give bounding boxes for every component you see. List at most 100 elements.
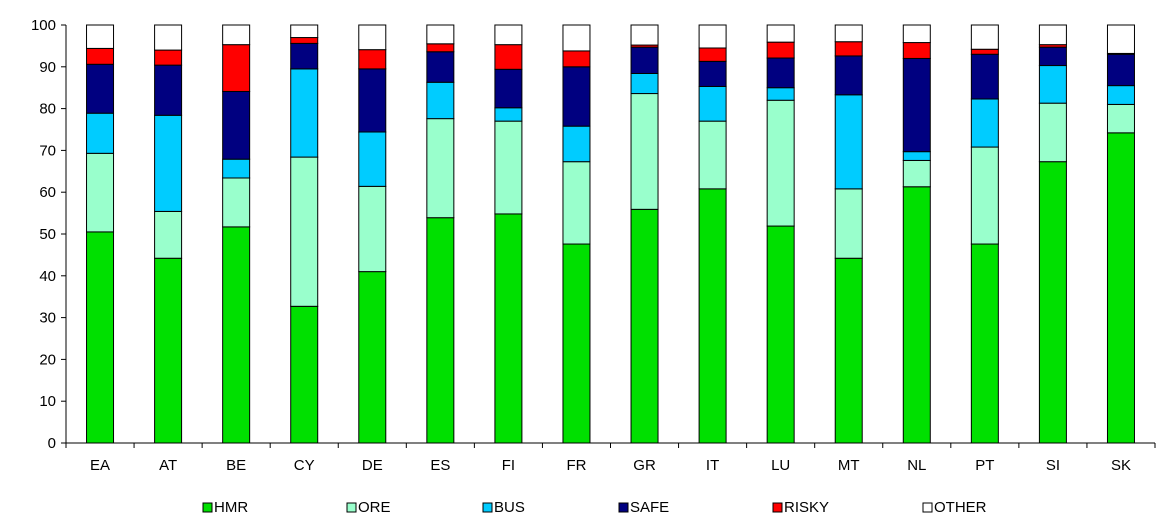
x-tick-label: ES bbox=[430, 457, 450, 474]
x-tick-label: LU bbox=[771, 457, 790, 474]
bar-segment-bus-nl bbox=[902, 151, 931, 161]
bar-segment-risky-de bbox=[358, 49, 387, 70]
bar-segment-ore-cy bbox=[290, 156, 319, 307]
bar-segment-ore-be bbox=[222, 177, 251, 228]
bar-segment-risky-at bbox=[154, 49, 183, 66]
x-tick-label: GR bbox=[633, 457, 656, 474]
x-tick-label: NL bbox=[907, 457, 926, 474]
legend-swatch-bus bbox=[482, 502, 493, 513]
y-tick-label: 20 bbox=[39, 351, 56, 368]
bar-segment-hmr-fi bbox=[494, 213, 523, 444]
legend-label-other: OTHER bbox=[934, 499, 987, 516]
bar-segment-safe-cy bbox=[290, 42, 319, 70]
bar-segment-hmr-pt bbox=[970, 243, 999, 444]
bar-segment-hmr-ea bbox=[86, 231, 115, 444]
bar-segment-safe-mt bbox=[834, 55, 863, 96]
bar-segment-risky-ea bbox=[86, 47, 115, 65]
x-tick-label: SK bbox=[1111, 457, 1131, 474]
bar-segment-bus-fi bbox=[494, 107, 523, 122]
bar-segment-bus-mt bbox=[834, 94, 863, 190]
bar-segment-other-de bbox=[358, 24, 387, 51]
bar-segment-safe-fr bbox=[562, 66, 591, 127]
y-tick-label: 10 bbox=[39, 393, 56, 410]
bar-segment-safe-pt bbox=[970, 53, 999, 100]
bar-segment-other-at bbox=[154, 24, 183, 51]
y-tick-label: 30 bbox=[39, 310, 56, 327]
bar-segment-bus-fr bbox=[562, 125, 591, 163]
legend-label-ore: ORE bbox=[358, 499, 391, 516]
y-tick-label: 50 bbox=[39, 226, 56, 243]
bar-segment-other-gr bbox=[630, 24, 659, 46]
bar-segment-safe-sk bbox=[1106, 53, 1135, 87]
bar-segment-safe-it bbox=[698, 60, 727, 87]
bar-segment-ore-fi bbox=[494, 120, 523, 215]
bar-segment-safe-gr bbox=[630, 46, 659, 74]
bar-segment-safe-es bbox=[426, 51, 455, 83]
bar-segment-ore-si bbox=[1038, 102, 1067, 163]
x-tick-label: IT bbox=[706, 457, 719, 474]
bar-segment-risky-mt bbox=[834, 41, 863, 57]
bar-segment-risky-cy bbox=[290, 37, 319, 44]
legend-label-risky: RISKY bbox=[784, 499, 829, 516]
bar-segment-other-es bbox=[426, 24, 455, 45]
legend-swatch-ore bbox=[346, 502, 357, 513]
y-tick-label: 70 bbox=[39, 142, 56, 159]
bar-segment-other-it bbox=[698, 24, 727, 49]
bar-segment-hmr-sk bbox=[1106, 132, 1135, 444]
legend-label-hmr: HMR bbox=[214, 499, 248, 516]
x-axis: EA AT BE CY DE ES FI FR GR IT LU MT NL PT SI SK bbox=[65, 442, 1156, 474]
bar-segment-bus-de bbox=[358, 131, 387, 187]
bar-segment-hmr-at bbox=[154, 257, 183, 444]
bar-segment-hmr-fr bbox=[562, 243, 591, 444]
legend-swatch-safe bbox=[618, 502, 629, 513]
bar-segment-other-cy bbox=[290, 24, 319, 39]
y-tick-label: 80 bbox=[39, 101, 56, 118]
x-tick-label: AT bbox=[159, 457, 177, 474]
bar-segment-safe-fi bbox=[494, 68, 523, 109]
bar-segment-hmr-mt bbox=[834, 257, 863, 444]
bar-segment-ore-es bbox=[426, 118, 455, 219]
bar-segment-bus-ea bbox=[86, 112, 115, 154]
bar-segment-safe-ea bbox=[86, 63, 115, 114]
bar-segment-ore-sk bbox=[1106, 103, 1135, 134]
bar-segment-ore-at bbox=[154, 210, 183, 259]
bar-segment-ore-mt bbox=[834, 188, 863, 259]
bar-segment-other-mt bbox=[834, 24, 863, 43]
bar-segment-hmr-cy bbox=[290, 305, 319, 444]
bar-segment-risky-nl bbox=[902, 42, 931, 59]
bar-segment-ore-nl bbox=[902, 159, 931, 188]
legend-label-bus: BUS bbox=[494, 499, 525, 516]
bar-segment-other-be bbox=[222, 24, 251, 46]
bar-segment-other-pt bbox=[970, 24, 999, 50]
y-tick-label: 90 bbox=[39, 59, 56, 76]
y-tick-label: 60 bbox=[39, 184, 56, 201]
x-tick-label: BE bbox=[226, 457, 246, 474]
bar-segment-bus-si bbox=[1038, 65, 1067, 104]
bar-segment-bus-it bbox=[698, 85, 727, 122]
bar-segment-hmr-gr bbox=[630, 208, 659, 444]
legend-label-safe: SAFE bbox=[630, 499, 669, 516]
legend-swatch-risky bbox=[772, 502, 783, 513]
bar-segment-ore-it bbox=[698, 120, 727, 190]
bar-segment-ore-fr bbox=[562, 161, 591, 245]
bars bbox=[86, 24, 1135, 444]
bar-segment-ore-gr bbox=[630, 93, 659, 210]
bar-segment-risky-be bbox=[222, 44, 251, 92]
bar-segment-bus-es bbox=[426, 81, 455, 120]
bar-segment-bus-gr bbox=[630, 72, 659, 95]
bar-segment-other-lu bbox=[766, 24, 795, 43]
bar-segment-hmr-si bbox=[1038, 161, 1067, 444]
bar-segment-risky-fr bbox=[562, 50, 591, 68]
bar-segment-bus-pt bbox=[970, 98, 999, 148]
bar-segment-bus-be bbox=[222, 158, 251, 179]
y-tick-label: 40 bbox=[39, 268, 56, 285]
bar-segment-safe-lu bbox=[766, 57, 795, 89]
bar-segment-hmr-es bbox=[426, 217, 455, 444]
bar-segment-safe-be bbox=[222, 90, 251, 160]
bar-segment-hmr-de bbox=[358, 271, 387, 444]
legend-swatch-hmr bbox=[202, 502, 213, 513]
bar-segment-hmr-nl bbox=[902, 186, 931, 444]
bar-segment-bus-lu bbox=[766, 87, 795, 101]
y-tick-label: 100 bbox=[31, 17, 56, 34]
